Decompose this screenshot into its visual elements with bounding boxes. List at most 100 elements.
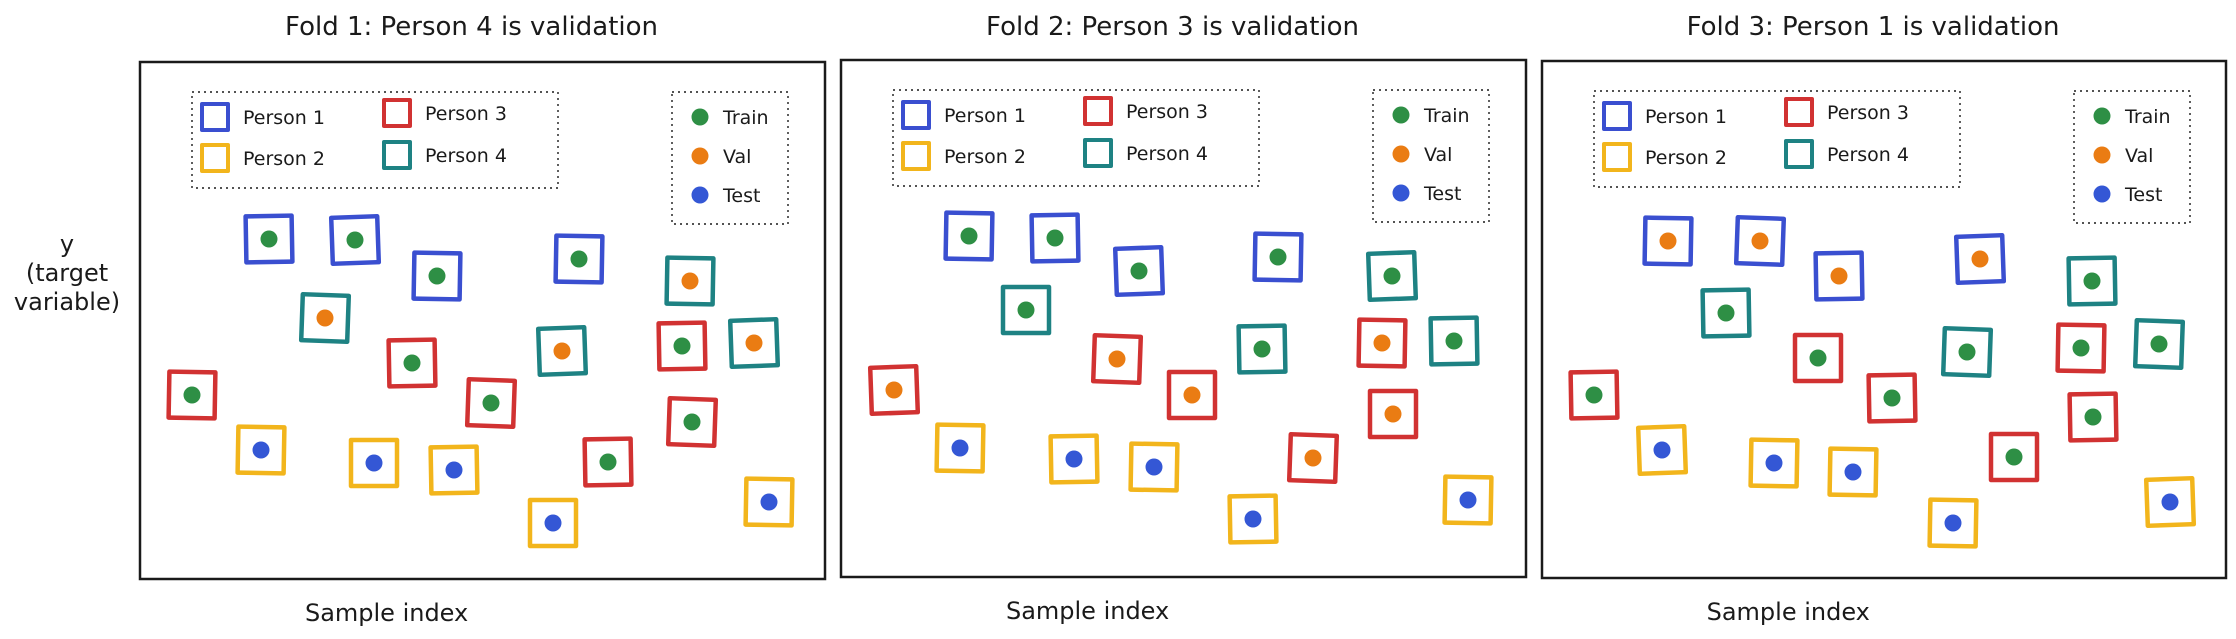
legend-split-dot — [691, 147, 709, 165]
fold-title: Fold 1: Person 4 is validation — [285, 12, 658, 42]
sample-dot-test — [544, 514, 562, 532]
sample-dot-val — [681, 272, 699, 290]
sample-dot-train — [2072, 339, 2090, 357]
plot-frame — [839, 58, 1528, 579]
sample-dot-train — [960, 227, 978, 245]
legend-person-swatch — [200, 143, 230, 173]
sample-dot-test — [1459, 491, 1477, 509]
person-legend: Person 1 Person 2 Person 3 Person 4 — [1593, 90, 1961, 188]
sample-dot-val — [1108, 350, 1126, 368]
legend-person-swatch — [901, 100, 931, 130]
legend-split-label: Test — [2124, 184, 2162, 206]
y-axis-label-line: variable) — [14, 288, 120, 316]
sample-box-person-3 — [1166, 369, 1218, 421]
sample-box-person-1 — [1733, 214, 1787, 268]
sample-dot-train — [1445, 332, 1463, 350]
fold-title: Fold 3: Person 1 is validation — [1687, 12, 2060, 42]
sample-dot-train — [1717, 304, 1735, 322]
sample-box-person-4 — [1700, 287, 1752, 339]
sample-box-person-3 — [665, 395, 719, 449]
sample-box-person-2 — [1827, 446, 1879, 498]
sample-dot-test — [1653, 441, 1671, 459]
sample-dot-val — [1384, 405, 1402, 423]
plot-frame — [1540, 59, 2228, 580]
legend-split-label: Val — [1424, 144, 1452, 166]
sample-box-person-2 — [1128, 441, 1180, 493]
fold-panel: Fold 1: Person 4 is validation Sample ind… — [138, 12, 827, 627]
sample-dot-val — [1971, 250, 1989, 268]
sample-box-person-2 — [2143, 475, 2197, 529]
sample-dot-test — [1145, 458, 1163, 476]
legend-person-label: Person 2 — [1645, 147, 1727, 169]
sample-box-person-1 — [553, 233, 605, 285]
legend-person-swatch — [1602, 142, 1632, 172]
sample-box-person-3 — [1286, 431, 1340, 485]
legend-split-label: Val — [2125, 145, 2153, 167]
sample-dot-train — [1130, 262, 1148, 280]
x-axis-label: Sample index — [1707, 598, 1870, 626]
legend-split-dot — [691, 186, 709, 204]
sample-box-person-2 — [1048, 433, 1100, 485]
legend-person-label: Person 2 — [944, 146, 1026, 168]
x-axis-label: Sample index — [305, 599, 468, 627]
sample-box-person-2 — [348, 437, 400, 489]
sample-points — [166, 213, 795, 549]
sample-box-person-3 — [656, 320, 708, 372]
sample-dot-test — [2161, 493, 2179, 511]
sample-box-person-4 — [1365, 249, 1419, 303]
sample-dot-train — [1269, 248, 1287, 266]
sample-dot-test — [1944, 514, 1962, 532]
sample-box-person-2 — [428, 444, 480, 496]
sample-dot-test — [445, 461, 463, 479]
sample-dot-train — [1253, 340, 1271, 358]
sample-box-person-1 — [1642, 215, 1694, 267]
sample-box-person-4 — [664, 255, 716, 307]
sample-dot-train — [1585, 386, 1603, 404]
sample-dot-val — [1830, 267, 1848, 285]
sample-dot-train — [1046, 229, 1064, 247]
sample-box-person-1 — [1813, 250, 1865, 302]
legend-person-label: Person 3 — [1126, 101, 1208, 123]
legend-split-dot — [2093, 146, 2111, 164]
sample-dot-test — [365, 454, 383, 472]
sample-box-person-3 — [1090, 332, 1144, 386]
sample-box-person-3 — [1988, 431, 2040, 483]
plot-frame — [138, 60, 827, 581]
sample-dot-val — [885, 381, 903, 399]
sample-box-person-1 — [1953, 232, 2007, 286]
legend-person-swatch — [382, 98, 412, 128]
sample-box-person-3 — [1568, 369, 1620, 421]
legend-person-label: Person 1 — [243, 107, 325, 129]
sample-dot-train — [1383, 267, 1401, 285]
sample-dot-train — [570, 250, 588, 268]
sample-box-person-1 — [411, 250, 463, 302]
sample-box-person-4 — [1000, 284, 1052, 336]
legend-border — [2073, 90, 2191, 224]
legend-person-label: Person 4 — [1126, 143, 1208, 165]
sample-box-person-3 — [1356, 317, 1408, 369]
sample-box-person-4 — [727, 316, 781, 370]
legend-person-swatch — [1083, 138, 1113, 168]
legend-person-swatch — [1083, 96, 1113, 126]
fold-panel: Fold 3: Person 1 is validation Sample ind… — [1540, 12, 2228, 626]
legend-person-label: Person 4 — [425, 145, 507, 167]
sample-points — [1568, 214, 2197, 549]
legend-person-label: Person 4 — [1827, 144, 1909, 166]
sample-box-person-1 — [243, 213, 295, 265]
legend-split-dot — [2093, 185, 2111, 203]
sample-dot-train — [1017, 301, 1035, 319]
legend-person-label: Person 3 — [1827, 102, 1909, 124]
split-legend: Train Val Test — [2073, 90, 2191, 224]
legend-split-label: Train — [722, 107, 769, 129]
sample-dot-train — [2005, 448, 2023, 466]
fold-panel: Fold 2: Person 3 is validation Sample ind… — [839, 12, 1528, 625]
sample-box-person-3 — [867, 363, 921, 417]
sample-box-person-1 — [328, 213, 382, 267]
legend-border — [671, 91, 789, 225]
sample-dot-train — [599, 453, 617, 471]
sample-dot-train — [683, 413, 701, 431]
person-legend: Person 1 Person 2 Person 3 Person 4 — [191, 91, 559, 189]
sample-box-person-3 — [386, 337, 438, 389]
